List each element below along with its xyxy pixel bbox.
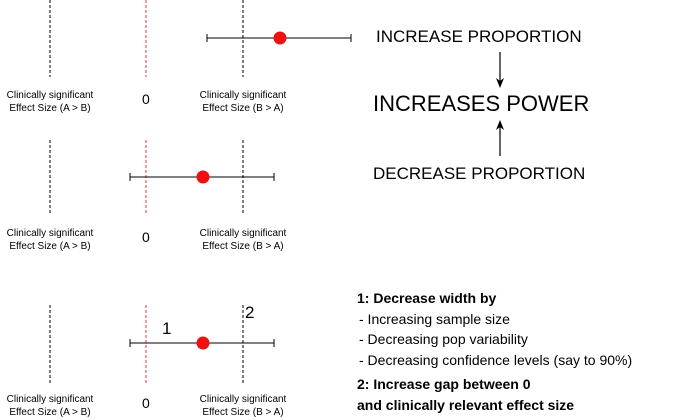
label-line: Clinically significant xyxy=(199,228,287,239)
label-line: Effect Size (B > A) xyxy=(202,103,284,114)
notes-heading-2: 2: Increase gap between 0 xyxy=(357,376,531,392)
marker-1-label: 1 xyxy=(162,319,172,338)
label-line: Effect Size (B > A) xyxy=(202,241,284,252)
notes-item: - Decreasing pop variability xyxy=(359,331,528,347)
left-threshold-label-1: Clinically significant Effect Size (A > … xyxy=(0,89,100,115)
right-threshold-label-3: Clinically significant Effect Size (B > … xyxy=(193,393,293,419)
label-line: Clinically significant xyxy=(6,90,94,101)
increases-power-text: INCREASES POWER xyxy=(373,91,590,116)
label-line: Effect Size (A > B) xyxy=(9,241,91,252)
down-arrow-head xyxy=(496,78,504,88)
point-estimate-1 xyxy=(273,31,287,45)
notes-item: - Increasing sample size xyxy=(359,310,510,327)
notes-heading-1: 1: Decrease width by xyxy=(357,290,497,306)
left-threshold-label-2: Clinically significant Effect Size (A > … xyxy=(0,227,100,253)
left-threshold-label-3: Clinically significant Effect Size (A > … xyxy=(0,393,100,419)
zero-label-2: 0 xyxy=(142,229,150,245)
marker-2-label: 2 xyxy=(245,303,255,322)
up-arrow-head xyxy=(496,120,504,130)
notes-item: - Decreasing confidence levels (say to 9… xyxy=(359,351,633,368)
decrease-proportion-text: DECREASE PROPORTION xyxy=(373,164,586,183)
right-threshold-label-1: Clinically significant Effect Size (B > … xyxy=(193,89,293,115)
label-line: Effect Size (B > A) xyxy=(202,407,284,418)
notes-block: 1: Decrease width by - Increasing sample… xyxy=(357,288,632,415)
label-line: Clinically significant xyxy=(6,394,94,405)
label-line: Clinically significant xyxy=(199,90,287,101)
increase-proportion-text: INCREASE PROPORTION xyxy=(376,27,582,46)
point-estimate-2 xyxy=(196,170,210,184)
label-line: Clinically significant xyxy=(199,394,287,405)
notes-heading-2-cont: and clinically relevant effect size xyxy=(357,396,575,413)
label-line: Clinically significant xyxy=(6,228,94,239)
point-estimate-3 xyxy=(196,336,210,350)
zero-label-3: 0 xyxy=(142,395,150,411)
zero-label-1: 0 xyxy=(142,91,150,107)
label-line: Effect Size (A > B) xyxy=(9,103,91,114)
label-line: Effect Size (A > B) xyxy=(9,407,91,418)
right-threshold-label-2: Clinically significant Effect Size (B > … xyxy=(193,227,293,253)
